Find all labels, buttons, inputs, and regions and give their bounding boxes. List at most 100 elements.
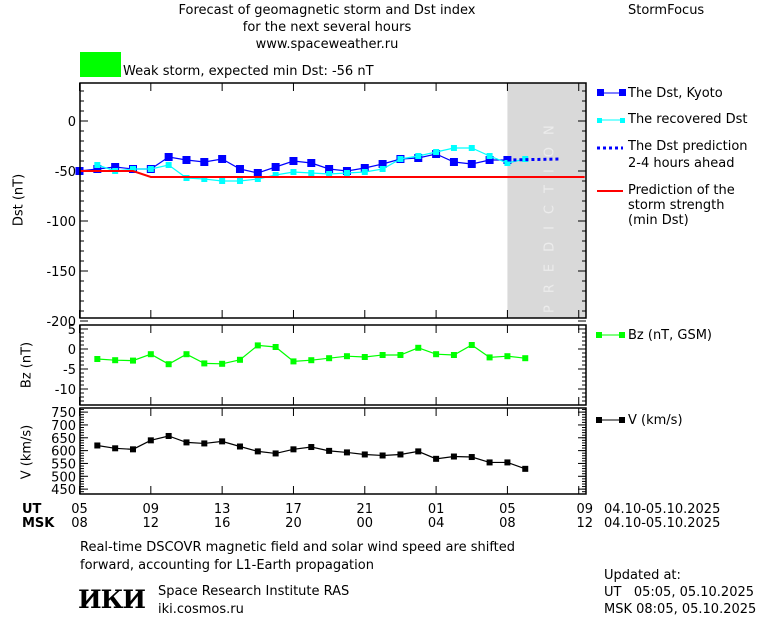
institute-site[interactable]: iki.cosmos.ru — [158, 602, 244, 617]
data-point — [504, 353, 511, 360]
storm-level-indicator — [80, 52, 121, 77]
data-point — [111, 163, 120, 171]
data-point — [164, 153, 173, 161]
series-line — [97, 435, 526, 470]
data-point — [308, 170, 315, 176]
legend-v: V (km/s) — [628, 413, 683, 428]
footnote-line2: forward, accounting for L1-Earth propaga… — [80, 558, 374, 573]
data-point — [94, 442, 101, 449]
site-url[interactable]: www.spaceweather.ru — [255, 37, 399, 52]
ut-tick-label: 09 — [576, 502, 594, 517]
data-point — [201, 440, 208, 447]
data-point — [307, 159, 316, 167]
legend-recovered-marker — [597, 118, 602, 123]
legend-v-marker — [596, 417, 602, 423]
data-point — [415, 448, 422, 455]
updated-ut: UT 05:05, 05.10.2025 — [604, 585, 755, 600]
legend-recovered-marker — [620, 118, 625, 123]
legend-prediction-2: 2-4 hours ahead — [628, 156, 735, 171]
y-tick-label: -50 — [55, 165, 76, 180]
data-point — [325, 165, 334, 173]
data-point — [433, 455, 440, 462]
data-point — [379, 166, 386, 172]
data-point — [129, 446, 136, 453]
data-point — [165, 432, 172, 439]
data-point — [450, 453, 457, 460]
data-point — [219, 438, 226, 445]
y-tick-label: 650 — [51, 432, 76, 447]
v-frame — [79, 407, 587, 495]
data-point — [522, 156, 529, 162]
y-tick-label: 0 — [68, 115, 76, 130]
legend-kyoto-marker — [619, 89, 626, 96]
data-point — [112, 445, 119, 452]
data-point — [147, 437, 154, 444]
y-tick-label: 5 — [68, 323, 76, 338]
data-point — [165, 162, 172, 168]
data-point — [254, 342, 261, 349]
legend-strength-3: (min Dst) — [628, 213, 689, 228]
msk-tick-label: 04 — [427, 516, 445, 531]
data-point — [397, 156, 404, 162]
data-point — [290, 169, 297, 175]
dst-axis-label: Dst (nT) — [11, 173, 27, 227]
data-point — [271, 163, 280, 171]
data-point — [289, 157, 298, 165]
brand-name: StormFocus — [628, 3, 705, 18]
ut-tick-label: 17 — [285, 502, 302, 517]
data-point — [343, 449, 350, 456]
data-point — [504, 459, 511, 466]
ut-tick-label: 05 — [71, 502, 88, 517]
data-point — [290, 446, 297, 453]
data-point — [200, 158, 209, 166]
prediction-label: PREDICTION — [543, 113, 558, 313]
data-point — [397, 352, 404, 358]
data-point — [326, 171, 333, 177]
data-point — [486, 354, 493, 361]
msk-tick-label: 20 — [285, 516, 302, 531]
prediction-region — [507, 83, 586, 318]
data-point — [201, 360, 208, 367]
data-point — [235, 165, 244, 173]
data-point — [415, 153, 422, 159]
msk-tick-label: 08 — [499, 516, 516, 531]
legend-kyoto: The Dst, Kyoto — [628, 86, 723, 101]
data-point — [504, 160, 511, 166]
data-point — [485, 156, 494, 164]
y-tick-label: -100 — [46, 215, 76, 230]
bz-axis-label: Bz (nT) — [19, 341, 35, 389]
data-point — [468, 342, 475, 348]
data-point — [468, 145, 475, 151]
data-point — [218, 155, 227, 163]
data-point — [379, 352, 386, 358]
data-point — [361, 169, 368, 175]
data-point — [467, 160, 476, 168]
legend-strength-1: Prediction of the — [628, 183, 735, 198]
y-tick-label: 0 — [68, 343, 76, 358]
legend-bz-marker — [596, 332, 602, 338]
msk-tick-label: 08 — [71, 516, 88, 531]
data-point — [290, 358, 297, 365]
series-line — [507, 157, 561, 162]
data-point — [360, 164, 369, 172]
data-point — [308, 444, 315, 451]
msk-tick-label: 00 — [356, 516, 374, 531]
data-point — [468, 454, 475, 461]
data-point — [486, 459, 493, 466]
institute-name: Space Research Institute RAS — [158, 584, 350, 599]
msk-label: MSK — [22, 516, 55, 531]
data-point — [182, 156, 191, 164]
ut-tick-label: 09 — [142, 502, 160, 517]
y-tick-label: 500 — [51, 470, 76, 485]
data-point — [254, 448, 261, 455]
ut-tick-label: 01 — [427, 502, 445, 517]
data-point — [343, 353, 350, 360]
data-point — [201, 176, 208, 182]
data-point — [219, 360, 226, 367]
msk-tick-label: 16 — [213, 516, 231, 531]
data-point — [253, 169, 262, 177]
data-point — [94, 162, 101, 168]
data-point — [147, 351, 154, 358]
legend-kyoto-marker — [597, 89, 604, 96]
